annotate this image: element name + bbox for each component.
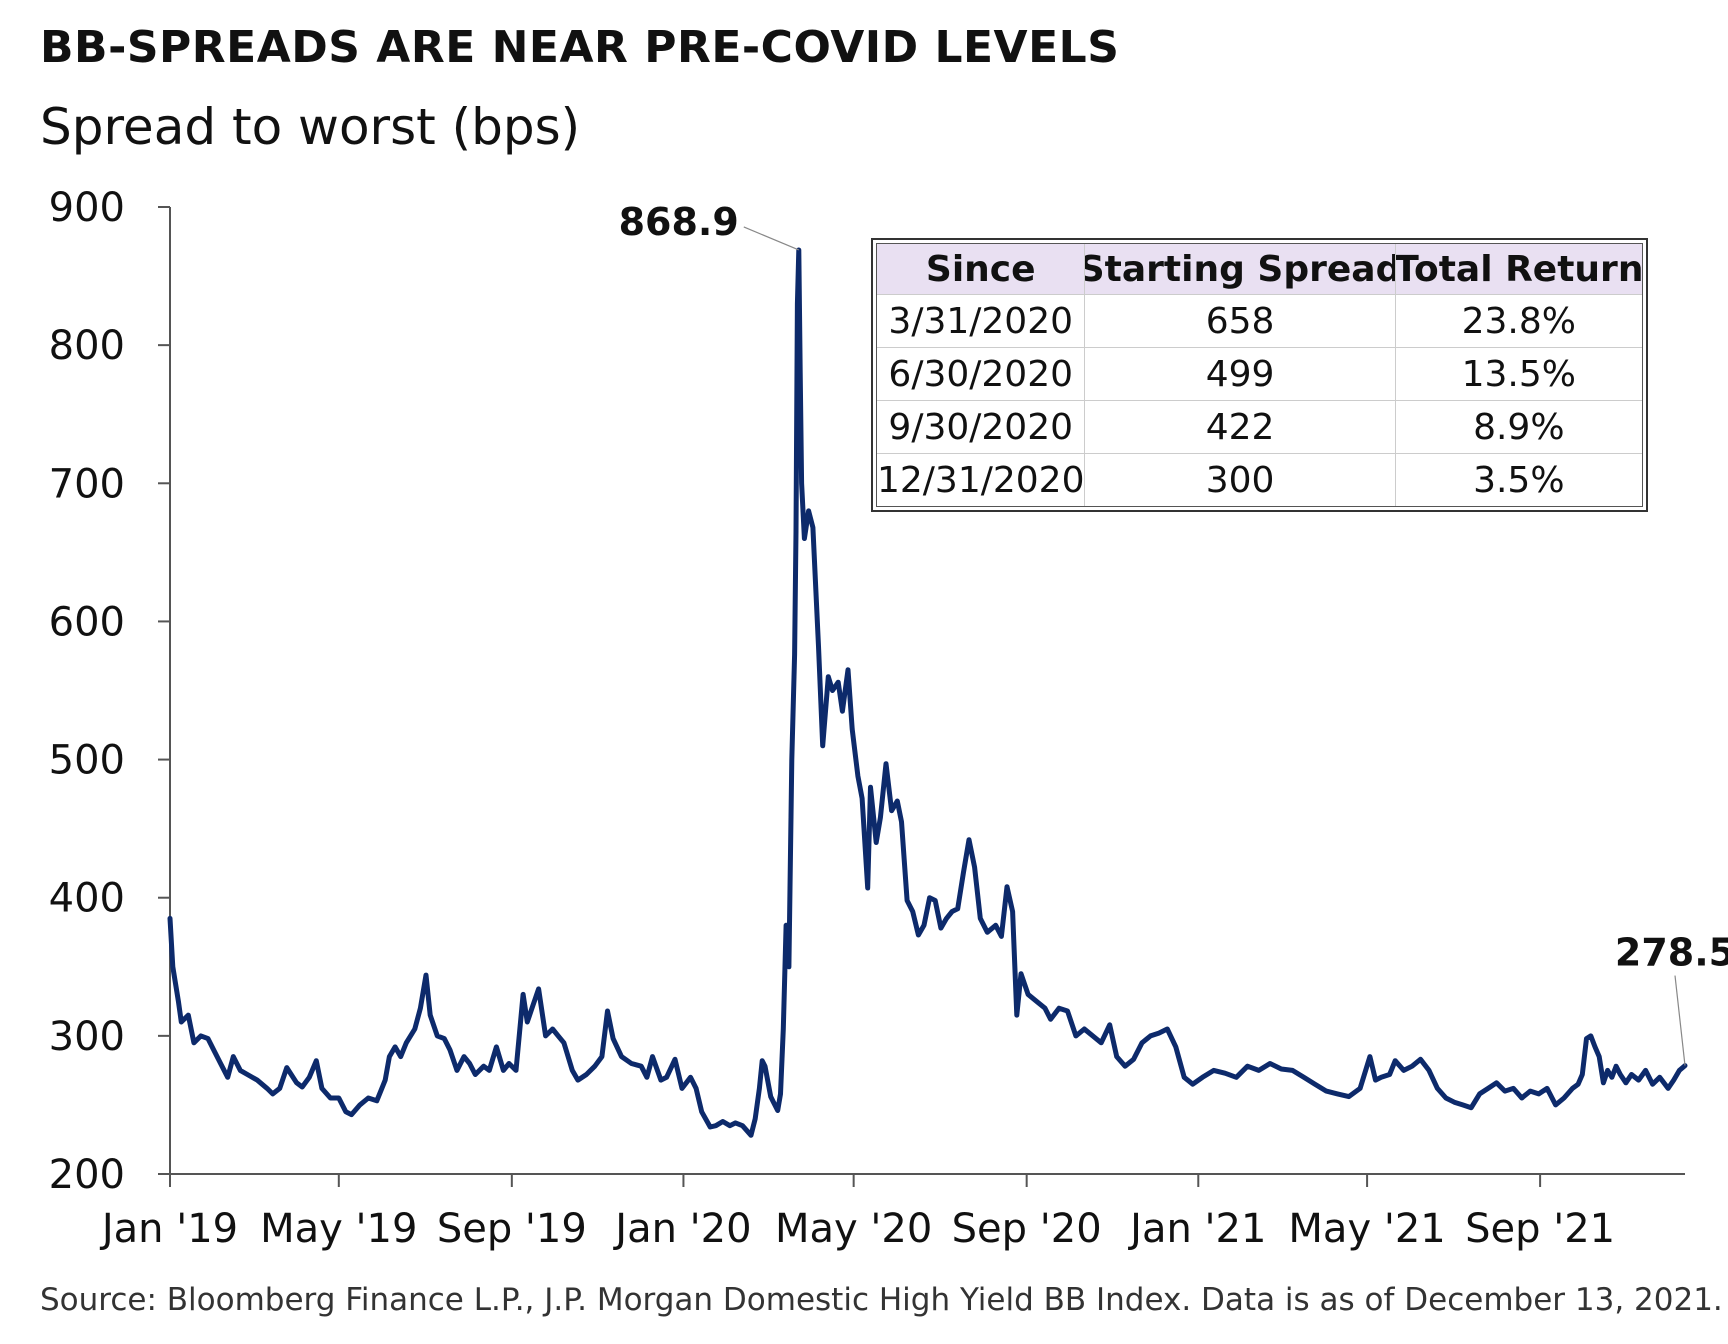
x-tick-label: Sep '20 xyxy=(952,1206,1102,1252)
x-tick-label: May '20 xyxy=(775,1206,932,1252)
table-row: 3/31/2020 658 23.8% xyxy=(877,294,1642,347)
annotation-label: 868.9 xyxy=(619,200,739,244)
x-tick-label: May '21 xyxy=(1288,1206,1445,1252)
chart-subtitle: Spread to worst (bps) xyxy=(40,98,581,156)
x-tick-label: Jan '21 xyxy=(1127,1206,1266,1252)
x-tick-label: Jan '20 xyxy=(612,1206,751,1252)
summary-table: Since Starting Spread Total Return 3/31/… xyxy=(871,238,1648,512)
table-header-starting-spread: Starting Spread xyxy=(1084,244,1395,294)
series-layer xyxy=(167,247,1688,1138)
x-tick-label: Sep '21 xyxy=(1465,1206,1615,1252)
table-cell-since: 3/31/2020 xyxy=(888,300,1074,342)
table-cell-since: 6/30/2020 xyxy=(888,353,1074,395)
series-line xyxy=(167,247,1688,1138)
table-cell-total-return: 13.5% xyxy=(1394,348,1642,400)
annotation-leader xyxy=(1674,975,1686,1066)
y-tick-label: 500 xyxy=(49,738,125,784)
table-header-row: Since Starting Spread Total Return xyxy=(877,244,1642,294)
y-tick-label: 800 xyxy=(49,323,125,369)
y-tick-label: 600 xyxy=(49,599,125,645)
table-cell-since: 12/31/2020 xyxy=(877,459,1085,501)
table-row: 9/30/2020 422 8.9% xyxy=(877,400,1642,453)
x-tick-label: Sep '19 xyxy=(437,1206,587,1252)
table-cell-starting-spread: 300 xyxy=(1084,454,1394,506)
table-cell-total-return: 3.5% xyxy=(1394,454,1642,506)
y-tick-label: 700 xyxy=(49,461,125,507)
table-cell-starting-spread: 499 xyxy=(1084,348,1394,400)
table-header-total-return: Total Return xyxy=(1394,244,1642,294)
table-cell-starting-spread: 658 xyxy=(1084,295,1394,347)
table-row: 12/31/2020 300 3.5% xyxy=(877,453,1642,506)
source-note: Source: Bloomberg Finance L.P., J.P. Mor… xyxy=(40,1282,1723,1318)
annotation-label: 278.5 xyxy=(1615,931,1728,975)
x-tick-label: May '19 xyxy=(260,1206,417,1252)
table-cell-total-return: 8.9% xyxy=(1394,401,1642,453)
table-cell-starting-spread: 422 xyxy=(1084,401,1394,453)
y-tick-label: 400 xyxy=(49,876,125,922)
y-tick-label: 200 xyxy=(49,1152,125,1198)
x-tick-label: Jan '19 xyxy=(99,1206,238,1252)
line-chart: 900 800 700 600 500 400 300 200 Jan '19 May '19 Se… xyxy=(49,185,1728,1252)
chart-title: BB-SPREADS ARE NEAR PRE-COVID LEVELS xyxy=(40,22,1120,73)
table-cell-total-return: 23.8% xyxy=(1394,295,1642,347)
table-row: 6/30/2020 499 13.5% xyxy=(877,347,1642,400)
axes: 900 800 700 600 500 400 300 200 Jan '19 May '19 Se… xyxy=(49,185,1685,1252)
table-cell-since: 9/30/2020 xyxy=(888,406,1074,448)
y-tick-label: 300 xyxy=(49,1014,125,1060)
annotations-layer: 868.9 278.5 xyxy=(619,200,1728,1066)
table-header-since: Since xyxy=(925,248,1036,290)
annotation-leader xyxy=(743,226,800,251)
y-tick-label: 900 xyxy=(49,185,125,231)
